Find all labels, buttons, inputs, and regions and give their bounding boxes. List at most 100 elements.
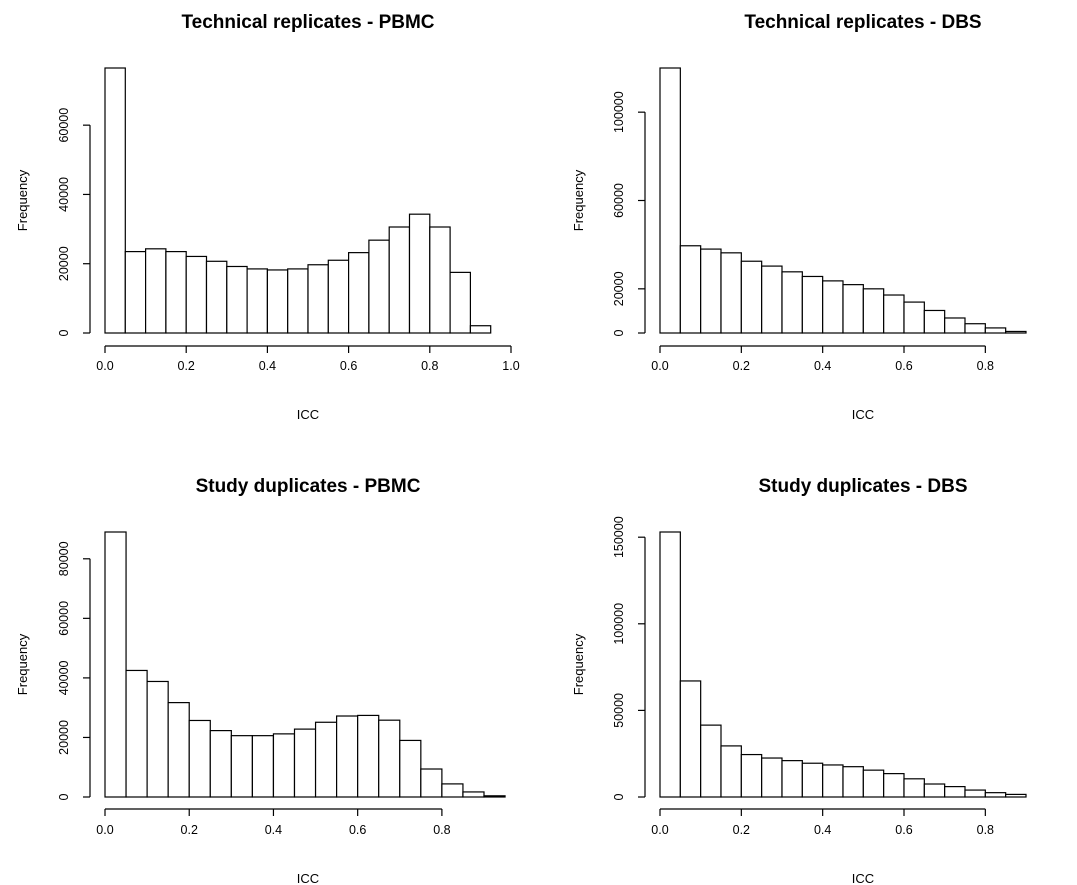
histogram-bar (469, 325, 492, 334)
histogram-bar (205, 260, 228, 334)
histogram-bar (842, 284, 864, 334)
histogram-bar (378, 719, 401, 798)
histogram-bar (246, 268, 269, 334)
x-tick-label: 0.0 (96, 823, 113, 837)
chart-title: Technical replicates - DBS (744, 12, 981, 33)
x-tick-label: 0.8 (977, 359, 994, 373)
y-tick-label: 20000 (612, 271, 626, 306)
histogram-bar (368, 239, 390, 334)
chart-title: Study duplicates - DBS (758, 476, 967, 497)
y-tick-label: 100000 (612, 91, 626, 133)
histogram-bar (944, 786, 966, 798)
y-tick-label: 0 (612, 793, 626, 800)
y-axis-label: Frequency (571, 633, 586, 695)
x-tick-label: 0.6 (340, 359, 357, 373)
histogram-bar (226, 265, 248, 334)
histogram-bar (188, 719, 211, 798)
x-axis-label: ICC (297, 871, 319, 885)
histogram-bar (964, 789, 986, 798)
histogram-bar (1005, 793, 1027, 798)
x-tick-label: 0.4 (259, 359, 276, 373)
histogram-bar (104, 67, 126, 334)
x-tick-label: 0.4 (814, 823, 831, 837)
x-tick-label: 0.0 (96, 359, 113, 373)
histogram-bar (251, 735, 275, 798)
x-tick-label: 0.8 (433, 823, 450, 837)
histogram-bar (659, 531, 681, 798)
y-tick-label: 20000 (57, 720, 71, 755)
histogram-bar (679, 245, 702, 334)
x-tick-label: 0.4 (265, 823, 282, 837)
histogram-bar (287, 268, 309, 334)
histogram-bar (483, 795, 506, 798)
x-tick-label: 1.0 (502, 359, 519, 373)
histogram-bar (720, 252, 742, 334)
histogram-panel-1: Technical replicates - PBMC 0 20000 40000 60… (15, 12, 520, 422)
histogram-bar (399, 739, 422, 798)
histogram-panel-2: Technical replicates - DBS 0 20000 60000 100… (571, 12, 1027, 422)
histogram-bar (740, 753, 763, 798)
histogram-bar (842, 766, 864, 798)
y-tick-label: 60000 (57, 108, 71, 143)
histogram-bar (720, 745, 742, 798)
histogram-bar (883, 294, 905, 334)
histogram-bar (781, 760, 803, 798)
histogram-bar (923, 783, 946, 798)
x-tick-label: 0.2 (733, 359, 750, 373)
histogram-bar (145, 248, 167, 334)
y-tick-label: 0 (612, 329, 626, 336)
histogram-bar (209, 730, 232, 798)
histogram-bar (923, 309, 946, 334)
y-axis-label: Frequency (571, 169, 586, 231)
histogram-bar (104, 531, 127, 798)
histogram-bar (761, 757, 783, 798)
histogram-bar (272, 733, 296, 798)
x-tick-label: 0.0 (651, 359, 668, 373)
x-tick-label: 0.6 (349, 823, 366, 837)
histogram-bar (801, 275, 824, 334)
x-tick-label: 0.2 (178, 359, 195, 373)
histogram-bar (679, 680, 702, 798)
histogram-bar (903, 301, 925, 334)
x-axis-label: ICC (297, 407, 319, 422)
histogram-bar (266, 269, 289, 334)
histogram-bar (408, 213, 431, 334)
histogram-bar (307, 264, 329, 334)
x-tick-label: 0.6 (895, 359, 912, 373)
y-tick-label: 50000 (612, 693, 626, 728)
histogram-bar (348, 252, 370, 334)
y-axis-label: Frequency (15, 633, 30, 695)
y-tick-label: 60000 (57, 601, 71, 636)
y-tick-label: 0 (57, 329, 71, 336)
x-axis-label: ICC (852, 407, 874, 422)
y-tick-label: 40000 (57, 177, 71, 212)
x-tick-label: 0.8 (421, 359, 438, 373)
histogram-bar (146, 680, 169, 798)
histogram-bar (420, 768, 443, 798)
histogram-bar (822, 764, 844, 798)
histogram-bar (185, 255, 208, 334)
histogram-bar (984, 327, 1007, 334)
histogram-bar (293, 728, 317, 798)
histogram-bar (903, 778, 925, 798)
histogram-bar (801, 762, 824, 798)
histogram-bar (327, 259, 350, 334)
histogram-bar (700, 248, 722, 334)
histogram-bar (984, 792, 1007, 798)
x-axis-label: ICC (852, 871, 874, 885)
histogram-bar (314, 721, 338, 798)
histogram-bar (429, 226, 451, 334)
x-tick-label: 0.8 (977, 823, 994, 837)
histogram-bar (357, 714, 380, 798)
x-tick-label: 0.6 (895, 823, 912, 837)
chart-title: Technical replicates - PBMC (181, 12, 434, 33)
y-tick-label: 0 (57, 793, 71, 800)
histogram-bar (862, 769, 885, 798)
histogram-bar (388, 226, 411, 334)
y-tick-label: 150000 (612, 516, 626, 558)
y-axis-label: Frequency (15, 169, 30, 231)
y-tick-label: 80000 (57, 541, 71, 576)
histogram-bar (822, 280, 844, 334)
histogram-bar (781, 271, 803, 334)
histogram-bar (167, 702, 190, 798)
